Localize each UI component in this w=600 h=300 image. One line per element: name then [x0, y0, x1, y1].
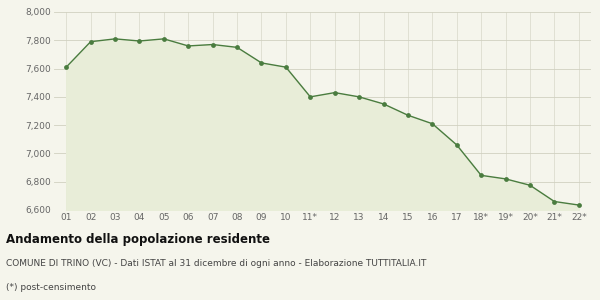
- Point: [232, 45, 242, 50]
- Point: [355, 94, 364, 99]
- Point: [525, 183, 535, 188]
- Point: [501, 176, 511, 181]
- Point: [61, 65, 71, 70]
- Point: [428, 121, 437, 126]
- Point: [574, 202, 584, 207]
- Point: [476, 173, 486, 178]
- Point: [86, 39, 95, 44]
- Point: [110, 37, 120, 41]
- Point: [550, 199, 559, 204]
- Point: [403, 113, 413, 118]
- Point: [330, 90, 340, 95]
- Point: [305, 94, 315, 99]
- Point: [159, 37, 169, 41]
- Point: [257, 61, 266, 65]
- Point: [379, 101, 388, 106]
- Text: (*) post-censimento: (*) post-censimento: [6, 284, 96, 292]
- Text: COMUNE DI TRINO (VC) - Dati ISTAT al 31 dicembre di ogni anno - Elaborazione TUT: COMUNE DI TRINO (VC) - Dati ISTAT al 31 …: [6, 260, 427, 268]
- Point: [134, 39, 144, 44]
- Point: [281, 65, 290, 70]
- Text: Andamento della popolazione residente: Andamento della popolazione residente: [6, 232, 270, 245]
- Point: [452, 142, 461, 147]
- Point: [184, 44, 193, 48]
- Point: [208, 42, 217, 47]
